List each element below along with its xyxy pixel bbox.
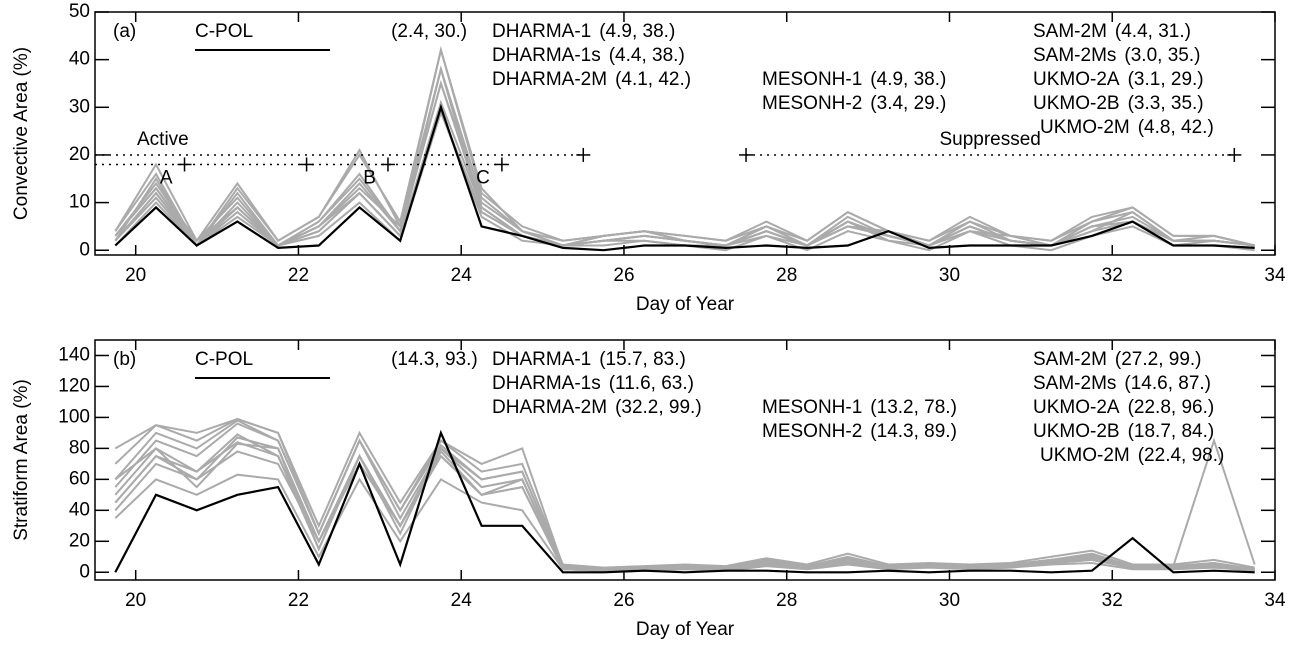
legend-stats: (18.7, 84.) bbox=[1128, 421, 1215, 442]
legend-name: UKMO-2A bbox=[1033, 397, 1120, 418]
legend-name: SAM-2M bbox=[1033, 21, 1107, 42]
legend-stats: (15.7, 83.) bbox=[599, 349, 686, 370]
period-label: Suppressed bbox=[939, 129, 1040, 150]
x-tick-label: 20 bbox=[125, 265, 146, 286]
legend-stats: (3.4, 29.) bbox=[870, 93, 946, 114]
y-tick-label: 60 bbox=[69, 468, 90, 489]
series-line bbox=[114, 46, 1255, 247]
series-line bbox=[114, 473, 1255, 572]
y-tick-label: 140 bbox=[58, 344, 90, 365]
legend-stats: (32.2, 99.) bbox=[615, 397, 702, 418]
legend-stats: (4.9, 38.) bbox=[599, 21, 675, 42]
y-tick-label: 100 bbox=[58, 406, 90, 427]
legend-stats: (14.3, 89.) bbox=[870, 421, 957, 442]
panel-label: (a) bbox=[113, 21, 136, 42]
x-tick-label: 24 bbox=[451, 590, 473, 611]
legend-name: DHARMA-1s bbox=[492, 373, 601, 394]
plot-frame bbox=[94, 339, 1276, 581]
x-tick-label: 26 bbox=[613, 265, 634, 286]
x-tick-label: 22 bbox=[288, 590, 309, 611]
legend-name: UKMO-2A bbox=[1033, 69, 1120, 90]
legend-stats: (4.8, 42.) bbox=[1138, 117, 1214, 138]
y-tick-label: 120 bbox=[58, 375, 90, 396]
phase-label: B bbox=[363, 167, 376, 188]
legend-name: SAM-2M bbox=[1033, 349, 1107, 370]
legend-stats: (27.2, 99.) bbox=[1115, 349, 1202, 370]
series-line bbox=[114, 419, 1255, 571]
x-tick-label: 24 bbox=[451, 265, 473, 286]
x-tick-label: 22 bbox=[288, 265, 309, 286]
legend-stats: (22.4, 98.) bbox=[1138, 445, 1225, 466]
x-tick-label: 30 bbox=[939, 265, 960, 286]
y-tick-label: 40 bbox=[69, 49, 90, 70]
y-tick-label: 10 bbox=[69, 192, 90, 213]
legend-name: UKMO-2B bbox=[1033, 93, 1120, 114]
x-axis-label: Day of Year bbox=[636, 294, 735, 315]
legend-name: DHARMA-2M bbox=[492, 397, 607, 418]
legend-stats: (4.1, 42.) bbox=[615, 69, 691, 90]
panel-label: (b) bbox=[113, 349, 136, 370]
legend-name: C-POL bbox=[195, 21, 253, 42]
legend-name: SAM-2Ms bbox=[1033, 45, 1116, 66]
legend-name: UKMO-2B bbox=[1033, 421, 1120, 442]
legend-name: UKMO-2M bbox=[1040, 445, 1130, 466]
x-axis-label: Day of Year bbox=[636, 619, 735, 640]
series-line bbox=[114, 429, 1255, 574]
legend-name: MESONH-2 bbox=[762, 93, 862, 114]
series-line bbox=[114, 80, 1255, 248]
legend-stats: (14.3, 93.) bbox=[391, 349, 478, 370]
legend-stats: (2.4, 30.) bbox=[391, 21, 467, 42]
legend-stats: (11.6, 63.) bbox=[609, 373, 694, 394]
legend-name: SAM-2Ms bbox=[1033, 373, 1116, 394]
legend-name: C-POL bbox=[195, 349, 253, 370]
x-tick-label: 28 bbox=[776, 590, 797, 611]
x-tick-label: 32 bbox=[1102, 265, 1123, 286]
legend-name: DHARMA-1 bbox=[492, 21, 591, 42]
x-tick-label: 20 bbox=[125, 590, 146, 611]
legend-stats: (4.4, 31.) bbox=[1115, 21, 1191, 42]
series-line bbox=[114, 441, 1255, 572]
period-label: Active bbox=[137, 129, 189, 150]
legend-name: MESONH-2 bbox=[762, 421, 862, 442]
legend-stats: (22.8, 96.) bbox=[1128, 397, 1215, 418]
x-tick-label: 34 bbox=[1264, 590, 1286, 611]
legend-name: DHARMA-1 bbox=[492, 349, 591, 370]
series-line bbox=[114, 417, 1255, 569]
legend-name: MESONH-1 bbox=[762, 69, 862, 90]
y-tick-label: 0 bbox=[79, 239, 90, 260]
legend-stats: (14.6, 87.) bbox=[1124, 373, 1211, 394]
y-tick-label: 0 bbox=[79, 561, 90, 582]
legend-stats: (4.4, 38.) bbox=[609, 45, 685, 66]
series-line bbox=[114, 103, 1255, 252]
y-tick-label: 40 bbox=[69, 499, 90, 520]
legend-stats: (3.1, 29.) bbox=[1128, 69, 1204, 90]
legend-stats: (3.0, 35.) bbox=[1124, 45, 1200, 66]
legend-name: MESONH-1 bbox=[762, 397, 862, 418]
legend-name: DHARMA-2M bbox=[492, 69, 607, 90]
x-tick-label: 26 bbox=[613, 590, 634, 611]
y-axis-label: Convective Area (%) bbox=[11, 47, 32, 220]
phase-label: A bbox=[160, 167, 173, 188]
x-tick-label: 34 bbox=[1264, 265, 1286, 286]
legend-name: DHARMA-1s bbox=[492, 45, 601, 66]
legend-stats: (3.3, 35.) bbox=[1128, 93, 1204, 114]
y-tick-label: 80 bbox=[69, 437, 90, 458]
y-tick-label: 20 bbox=[69, 530, 90, 551]
x-tick-label: 30 bbox=[939, 590, 960, 611]
legend-stats: (13.2, 78.) bbox=[870, 397, 957, 418]
y-tick-label: 30 bbox=[69, 96, 90, 117]
x-tick-label: 32 bbox=[1102, 590, 1123, 611]
plot-frame bbox=[94, 11, 1276, 256]
y-axis-label: Stratiform Area (%) bbox=[11, 379, 32, 541]
y-tick-label: 20 bbox=[69, 144, 90, 165]
phase-label: C bbox=[476, 167, 490, 188]
y-tick-label: 50 bbox=[69, 1, 90, 22]
legend-stats: (4.9, 38.) bbox=[870, 69, 946, 90]
legend-name: UKMO-2M bbox=[1040, 117, 1130, 138]
x-tick-label: 28 bbox=[776, 265, 797, 286]
